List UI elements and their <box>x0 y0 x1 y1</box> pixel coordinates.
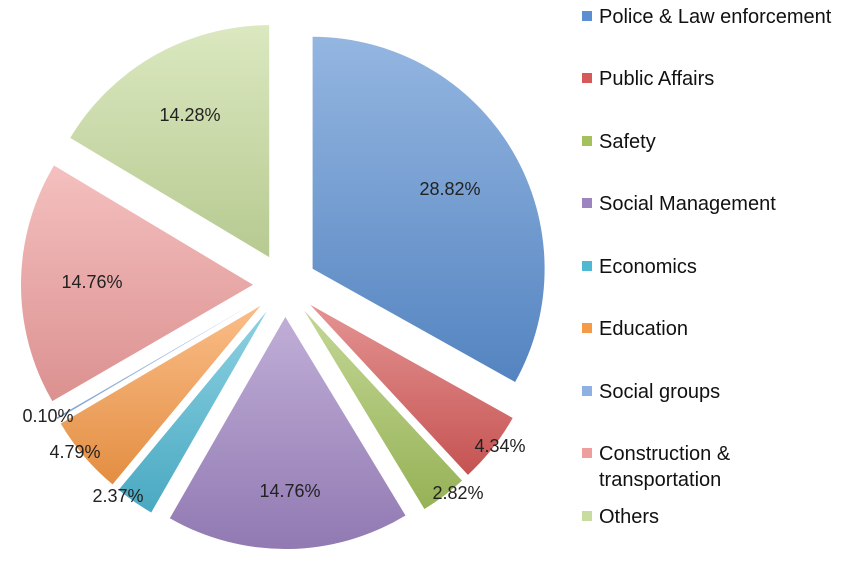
pie-slice-education <box>60 305 261 485</box>
slice-label-construction-and-transportation: 14.76% <box>61 272 122 292</box>
pie-slices <box>21 25 545 549</box>
legend-swatch-others <box>582 511 592 521</box>
legend-swatch-public-affairs <box>582 73 592 83</box>
slice-label-social-groups: 0.10% <box>22 406 73 426</box>
legend-item-safety: Safety <box>582 131 656 153</box>
legend-item-public-affairs: Public Affairs <box>582 68 714 90</box>
legend-swatch-social-groups <box>582 386 592 396</box>
slice-label-public-affairs: 4.34% <box>474 436 525 456</box>
legend-swatch-economics <box>582 261 592 271</box>
legend-label-others: Others <box>599 506 659 528</box>
pie-slice-social-groups <box>56 301 258 419</box>
slice-label-economics: 2.37% <box>92 486 143 506</box>
legend-swatch-social-management <box>582 198 592 208</box>
legend-swatch-construction-and-transportation <box>582 448 592 458</box>
slice-label-education: 4.79% <box>49 442 100 462</box>
legend-label-police-and-law-enforcement: Police & Law enforcement <box>599 6 832 28</box>
pie-slice-police-and-law-enforcement <box>312 36 545 382</box>
legend-label-education: Education <box>599 318 688 340</box>
legend-swatch-police-and-law-enforcement <box>582 11 592 21</box>
pie-slice-others <box>70 25 270 258</box>
legend-item-construction-and-transportation: Construction & transportation <box>582 443 731 491</box>
pie-slice-public-affairs <box>310 304 513 475</box>
legend-swatch-safety <box>582 136 592 146</box>
legend-label-safety: Safety <box>599 131 656 153</box>
legend-label-social-management: Social Management <box>599 193 776 215</box>
slice-labels: 28.82% 4.34% 2.82% 14.76% 2.37% 4.79% 0.10% 14.… <box>22 105 525 506</box>
pie-slice-safety <box>304 310 463 510</box>
legend-item-economics: Economics <box>582 256 697 278</box>
pie-slice-economics <box>118 311 267 513</box>
legend-label-social-groups: Social groups <box>599 381 720 403</box>
slice-label-police-and-law-enforcement: 28.82% <box>419 179 480 199</box>
legend-label-public-affairs: Public Affairs <box>599 68 714 90</box>
legend-swatch-education <box>582 323 592 333</box>
legend-item-police-and-law-enforcement: Police & Law enforcement <box>582 6 832 28</box>
pie-slice-social-management <box>169 317 406 549</box>
legend-item-others: Others <box>582 506 659 528</box>
legend-item-social-management: Social Management <box>582 193 776 215</box>
pie-slice-construction-and-transportation <box>21 165 254 402</box>
slice-label-others: 14.28% <box>159 105 220 125</box>
legend-item-education: Education <box>582 318 688 340</box>
slice-label-safety: 2.82% <box>432 483 483 503</box>
legend-label-construction-and-transportation: Construction & transportation <box>599 443 731 491</box>
slice-label-social-management: 14.76% <box>259 481 320 501</box>
legend-item-social-groups: Social groups <box>582 381 720 403</box>
legend-label-economics: Economics <box>599 256 697 278</box>
legend: Police & Law enforcement Public Affairs Sa… <box>582 6 832 528</box>
